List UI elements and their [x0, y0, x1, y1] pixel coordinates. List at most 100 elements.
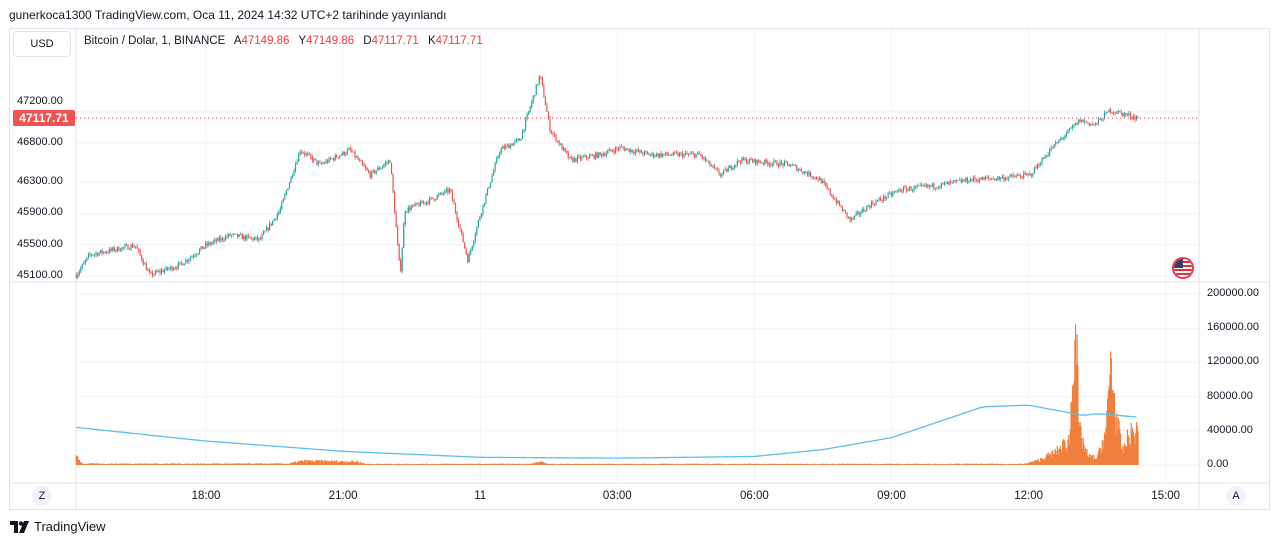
candle-body: [893, 191, 895, 193]
volume-bar: [660, 463, 662, 465]
candle-body: [914, 186, 917, 188]
volume-bar: [920, 464, 922, 465]
volume-bar: [106, 464, 108, 465]
candle-body: [687, 154, 690, 156]
candle-body: [759, 161, 761, 163]
time-tick-label: 21:00: [328, 490, 358, 502]
volume-bar: [962, 464, 964, 465]
volume-bar: [96, 463, 98, 465]
volume-bar: [334, 461, 336, 465]
candle-body: [371, 171, 373, 178]
volume-bar: [803, 464, 805, 465]
price-tick-label: 45100.00: [17, 268, 63, 281]
volume-bar: [117, 463, 119, 465]
volume-bar: [983, 463, 985, 465]
candle-body: [689, 153, 691, 155]
volume-bar: [567, 463, 569, 465]
zoom-z-button[interactable]: Z: [32, 486, 52, 506]
volume-bar: [332, 461, 334, 465]
volume-bar: [598, 464, 601, 465]
volume-bar: [298, 461, 301, 465]
volume-bar: [108, 463, 110, 465]
volume-bar: [260, 463, 262, 465]
volume-bar: [601, 464, 603, 465]
volume-bar: [297, 461, 299, 465]
volume-bar: [1023, 463, 1025, 465]
volume-bar: [866, 463, 868, 465]
candle-body: [183, 263, 185, 266]
candle-body: [998, 176, 1000, 180]
volume-bar: [599, 463, 601, 465]
volume-bar: [419, 463, 422, 465]
volume-bar: [507, 463, 509, 465]
volume-bar: [555, 464, 557, 465]
volume-bar: [126, 464, 128, 465]
volume-bar: [504, 464, 506, 465]
us-flag-icon[interactable]: [1172, 257, 1194, 279]
volume-bar: [611, 464, 613, 465]
candle-body: [997, 176, 999, 180]
candle-body: [381, 166, 384, 169]
volume-bar: [362, 463, 365, 465]
candle-body: [971, 179, 973, 181]
volume-bar: [119, 463, 122, 465]
volume-bar: [554, 463, 556, 465]
volume-bar: [881, 463, 883, 465]
volume-bar: [247, 463, 250, 465]
candle-body: [237, 233, 239, 237]
volume-bar: [580, 463, 582, 465]
volume-bar: [926, 463, 928, 465]
volume-bar: [109, 464, 112, 465]
volume-bar: [572, 463, 574, 465]
volume-bar: [742, 463, 744, 465]
volume-bar: [534, 462, 536, 465]
candle-body: [287, 188, 289, 191]
volume-bar: [946, 464, 948, 465]
volume-bar: [496, 464, 498, 465]
volume-bar: [1041, 458, 1043, 465]
volume-bar: [675, 463, 678, 465]
volume-bar: [734, 463, 736, 465]
volume-bar: [466, 463, 468, 465]
volume-bar: [264, 463, 266, 465]
volume-bar: [710, 464, 713, 465]
candle-body: [755, 159, 757, 165]
volume-bar: [802, 463, 804, 465]
volume-bar: [549, 464, 551, 465]
volume-bar: [667, 464, 669, 465]
candle-body: [732, 168, 734, 170]
volume-bar: [110, 463, 112, 465]
volume-bar: [919, 464, 921, 465]
volume-bar: [515, 464, 517, 465]
symbol-name[interactable]: Bitcoin / Dolar, 1, BINANCE: [84, 35, 226, 47]
volume-bar: [900, 464, 902, 465]
candle-body: [179, 262, 181, 264]
volume-bar: [171, 463, 173, 465]
volume-bar: [625, 464, 627, 465]
volume-bar: [807, 463, 809, 465]
volume-bar: [576, 463, 578, 465]
candle-body: [1114, 112, 1116, 114]
volume-bar: [1030, 461, 1033, 465]
candle-body: [209, 242, 211, 245]
candle-body: [567, 152, 569, 158]
volume-bar: [91, 463, 93, 465]
volume-bar: [951, 464, 953, 465]
auto-scale-button[interactable]: A: [1226, 486, 1246, 506]
volume-bar: [557, 464, 559, 465]
volume-bar: [826, 463, 828, 465]
volume-bar: [569, 463, 571, 465]
candle-body: [235, 233, 237, 235]
candle-body: [383, 164, 385, 167]
volume-bar: [84, 464, 87, 465]
candle-body: [156, 271, 158, 272]
volume-bar: [1132, 431, 1135, 465]
volume-bar: [129, 463, 131, 465]
volume-bar: [1027, 463, 1029, 465]
currency-button[interactable]: USD: [13, 31, 71, 57]
tradingview-logo[interactable]: TradingView: [10, 519, 106, 534]
volume-bar: [212, 463, 215, 465]
candle-body: [805, 171, 807, 174]
volume-bar: [896, 463, 898, 465]
